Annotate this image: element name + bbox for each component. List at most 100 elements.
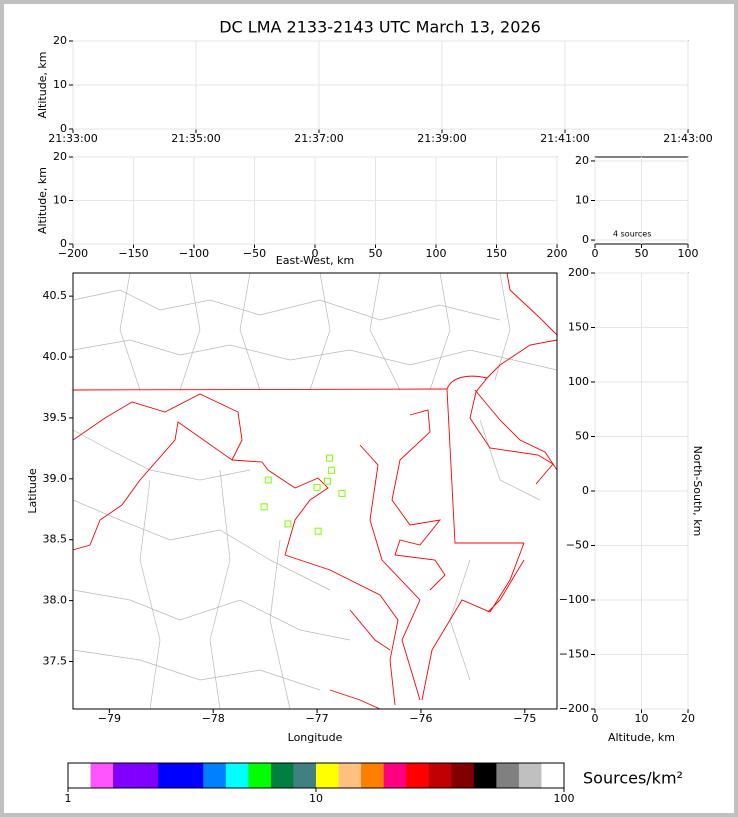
x-tick-label: 200 — [547, 247, 568, 260]
state-border-wv — [73, 393, 243, 551]
colorbar-segment — [316, 763, 339, 788]
y-tick-label: −150 — [559, 648, 589, 661]
colorbar-segment — [451, 763, 475, 788]
delmarva-shore — [421, 542, 525, 701]
colorbar-segment — [518, 763, 542, 788]
y-axis-label: Altitude, km — [36, 51, 49, 118]
source-point — [314, 527, 322, 535]
y-tick-label: 10 — [53, 78, 67, 91]
x-tick-label: −76 — [409, 712, 432, 725]
source-point — [313, 483, 321, 491]
source-point — [260, 503, 268, 511]
state-border-de — [446, 375, 554, 544]
colorbar-tick-label: 100 — [554, 792, 575, 805]
y-tick-label: 40.5 — [43, 289, 68, 302]
x-tick-label: −79 — [98, 712, 121, 725]
source-point — [284, 520, 292, 528]
y-tick-label: 39.5 — [43, 411, 68, 424]
x-tick-label: −200 — [58, 247, 88, 260]
y-tick-label: 100 — [568, 375, 589, 388]
colorbar-segment — [225, 763, 249, 788]
y-tick-label: 20 — [53, 34, 67, 47]
x-axis-label: Altitude, km — [608, 731, 675, 744]
y-tick-label: 0 — [60, 122, 67, 135]
y-tick-label: 10 — [53, 194, 67, 207]
y-tick-label: 0 — [60, 237, 67, 250]
x-tick-label: 21:35:00 — [171, 132, 220, 145]
x-tick-label: 150 — [486, 247, 507, 260]
y-tick-label: 40.0 — [43, 350, 68, 363]
colorbar-segment — [135, 763, 159, 788]
x-tick-label: 50 — [369, 247, 383, 260]
map-boundaries — [73, 273, 557, 709]
x-axis-label: Longitude — [288, 731, 343, 744]
y-tick-label: −200 — [559, 702, 589, 715]
y-tick-label: 10 — [575, 194, 589, 207]
y-axis-label: North-South, km — [691, 446, 704, 537]
state-border-pa-md — [73, 388, 448, 391]
x-tick-label: −77 — [305, 712, 328, 725]
colorbar-segment — [541, 763, 565, 788]
colorbar-segment — [383, 763, 407, 788]
source-point — [338, 489, 346, 497]
colorbar-segment — [203, 763, 227, 788]
x-tick-label: 10 — [635, 712, 649, 725]
x-tick-label: −150 — [118, 247, 148, 260]
colorbar-segment — [428, 763, 452, 788]
source-point — [326, 454, 334, 462]
y-tick-label: −100 — [559, 593, 589, 606]
y-tick-label: 0 — [582, 484, 589, 497]
x-tick-label: 0 — [592, 247, 599, 260]
y-tick-label: 0 — [582, 233, 589, 246]
x-tick-label: 0 — [592, 712, 599, 725]
colorbar-segment — [113, 763, 136, 788]
colorbar-segment — [361, 763, 384, 788]
y-tick-label: 37.5 — [43, 655, 68, 668]
x-tick-label: 100 — [678, 247, 699, 260]
y-tick-label: 20 — [575, 154, 589, 167]
x-tick-label: 21:37:00 — [294, 132, 343, 145]
colorbar-segment — [270, 763, 294, 788]
y-tick-label: 20 — [53, 150, 67, 163]
colorbar-segment — [90, 763, 114, 788]
colorbar-label: Sources/km² — [583, 769, 683, 788]
x-tick-label: 21:33:00 — [48, 132, 97, 145]
source-point — [328, 466, 336, 474]
colorbar-segment — [406, 763, 430, 788]
state-border-nj — [474, 273, 557, 471]
x-tick-label: 0 — [312, 247, 319, 260]
colorbar-tick-label: 1 — [65, 792, 72, 805]
annotation: 4 sources — [613, 230, 651, 239]
y-tick-label: 50 — [575, 430, 589, 443]
county-lines — [73, 273, 557, 709]
y-tick-label: 38.5 — [43, 533, 68, 546]
x-tick-label: −78 — [202, 712, 225, 725]
x-tick-label: 21:39:00 — [417, 132, 466, 145]
colorbar-segment — [68, 763, 91, 788]
colorbar-segment — [496, 763, 520, 788]
x-tick-label: −75 — [513, 712, 536, 725]
colorbar-segment — [158, 763, 182, 788]
source-point — [264, 476, 272, 484]
y-axis-label: Latitude — [26, 468, 39, 514]
x-tick-label: 21:41:00 — [540, 132, 589, 145]
plot-area — [72, 272, 558, 710]
colorbar-segment — [293, 763, 317, 788]
chesapeake-shore — [329, 409, 446, 709]
x-tick-label: 50 — [635, 247, 649, 260]
colorbar-segment — [473, 763, 497, 788]
colorbar-tick-label: 10 — [309, 792, 323, 805]
x-tick-label: −50 — [243, 247, 266, 260]
colorbar-segment — [180, 763, 204, 788]
x-axis-label: East-West, km — [276, 254, 354, 267]
colorbar-segment — [338, 763, 362, 788]
y-tick-label: −50 — [566, 539, 589, 552]
x-tick-label: −100 — [179, 247, 209, 260]
x-tick-label: 100 — [426, 247, 447, 260]
x-tick-label: 21:43:00 — [663, 132, 712, 145]
y-tick-label: 150 — [568, 321, 589, 334]
potomac-river — [231, 459, 399, 706]
colorbar-segment — [248, 763, 272, 788]
